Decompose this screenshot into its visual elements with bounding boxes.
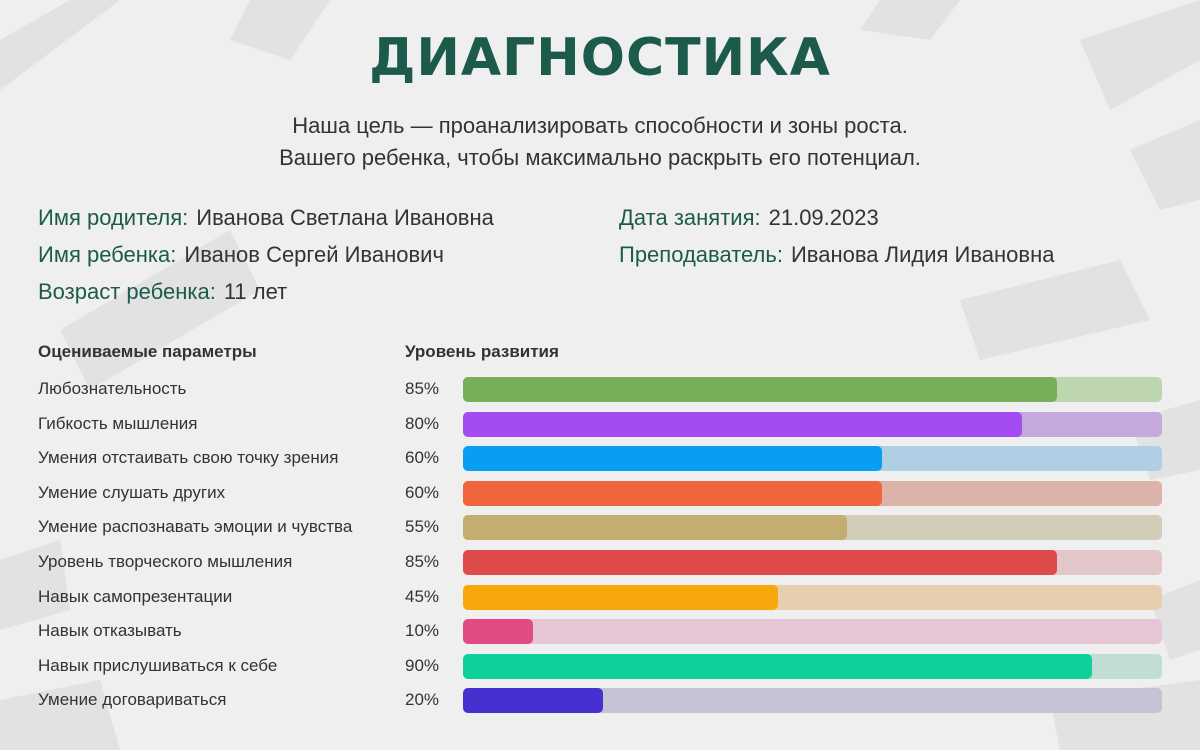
bar-fill (463, 619, 533, 645)
bar-fill (463, 653, 1093, 679)
parameter-label: Навык отказывать (38, 621, 182, 641)
parameter-percent: 85% (405, 379, 440, 398)
parameter-label: Навык самопрезентации (38, 586, 233, 606)
bar-fill (463, 446, 883, 472)
parameter-percent: 85% (405, 552, 440, 571)
parameter-label: Уровень творческого мышления (38, 552, 293, 571)
bar-track (463, 515, 1162, 541)
parameter-percent: 55% (405, 517, 440, 537)
parameters-column-header: Оцениваемые параметры (38, 342, 257, 361)
page-title: ДИАГНОСТИКА (369, 28, 831, 88)
subtitle-line-1: Наша цель — проанализировать способности… (292, 113, 908, 138)
bar-track (463, 480, 1162, 506)
parameter-percent: 90% (405, 655, 440, 675)
bar-fill (463, 411, 1023, 437)
bar-fill (463, 480, 883, 506)
teacher-label: Преподаватель: (619, 242, 783, 267)
subtitle-line-2: Вашего ребенка, чтобы максимально раскры… (279, 145, 921, 170)
bar-track (463, 446, 1162, 472)
bar-track (463, 653, 1162, 679)
parameter-label: Умение распознавать эмоции и чувства (38, 517, 353, 537)
bar-track (463, 550, 1162, 575)
bar-fill (463, 515, 848, 541)
parent-name-value: Иванова Светлана Ивановна (196, 205, 494, 230)
parent-name-label: Имя родителя: (38, 205, 189, 230)
lesson-date-row: Дата занятия: 21.09.2023 (619, 205, 879, 231)
parameter-percent: 60% (405, 482, 440, 502)
bar-fill (463, 584, 778, 610)
child-name-label: Имя ребенка: (38, 242, 177, 267)
parameter-percent: 10% (405, 621, 440, 641)
lesson-date-label: Дата занятия: (619, 205, 761, 230)
bar-fill (463, 377, 1058, 402)
teacher-value: Иванова Лидия Ивановна (790, 242, 1055, 267)
parameter-label: Любознательность (38, 379, 187, 398)
bar-track (463, 411, 1162, 437)
parameter-percent: 45% (405, 586, 440, 606)
child-age-value: 11 лет (223, 279, 288, 304)
bar-fill (463, 550, 1058, 575)
parameter-percent: 20% (405, 690, 440, 710)
subtitle: Наша цель — проанализировать способности… (150, 110, 1050, 174)
teacher-row: Преподаватель: Иванова Лидия Ивановна (619, 242, 1054, 268)
bar-track (463, 619, 1162, 645)
parameter-label: Гибкость мышления (38, 413, 198, 433)
bar-fill (463, 688, 603, 714)
lesson-date-value: 21.09.2023 (768, 205, 879, 230)
parameter-percent: 60% (405, 448, 440, 468)
child-age-label: Возраст ребенка: (38, 279, 216, 304)
parameter-percent: 80% (405, 413, 440, 433)
parameter-label: Умение договариваться (38, 690, 227, 710)
parameter-label: Умения отстаивать свою точку зрения (38, 448, 339, 468)
parent-name-row: Имя родителя: Иванова Светлана Ивановна (38, 205, 494, 231)
child-name-row: Имя ребенка: Иванов Сергей Иванович (38, 242, 444, 268)
level-column-header: Уровень развития (405, 342, 559, 361)
bar-track (463, 584, 1162, 610)
bar-track (463, 377, 1162, 402)
parameter-label: Умение слушать других (38, 482, 226, 502)
child-age-row: Возраст ребенка: 11 лет (38, 279, 287, 305)
bar-track (463, 688, 1162, 714)
child-name-value: Иванов Сергей Иванович (184, 242, 444, 267)
parameter-label: Навык прислушиваться к себе (38, 655, 278, 675)
